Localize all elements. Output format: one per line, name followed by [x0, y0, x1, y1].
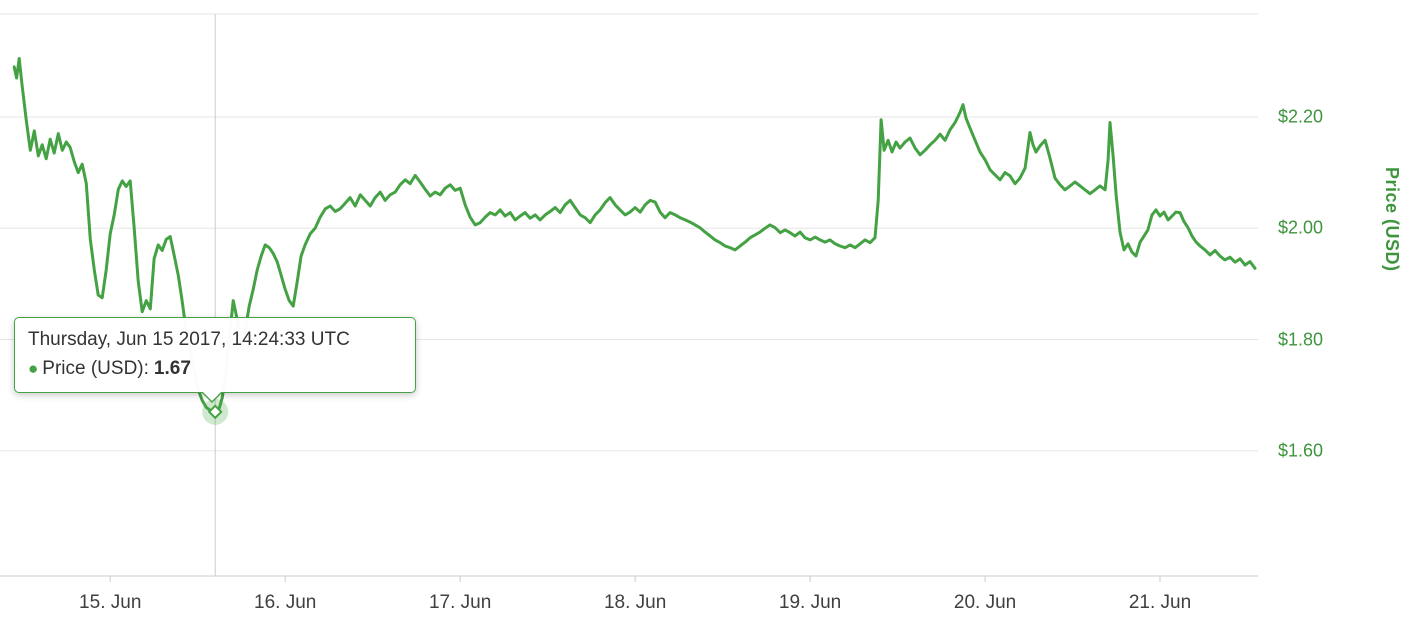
- x-tick-label: 15. Jun: [79, 592, 142, 613]
- y-tick-label: $2.20: [1278, 106, 1324, 127]
- x-tick-label: 21. Jun: [1128, 592, 1192, 613]
- x-tick-label: 17. Jun: [428, 592, 492, 613]
- tooltip-datetime: Thursday, Jun 15 2017, 14:24:33 UTC: [28, 329, 350, 350]
- y-axis-title: Price (USD): [1382, 167, 1402, 272]
- series-bullet-icon: ●: [28, 359, 39, 378]
- chart-tooltip: Thursday, Jun 15 2017, 14:24:33 UTC ● Pri…: [14, 317, 416, 403]
- y-tick-label: $1.80: [1278, 329, 1324, 349]
- x-tick-label: 20. Jun: [953, 592, 1017, 613]
- tooltip-price-value: 1.67: [153, 358, 191, 379]
- x-tick-label: 16. Jun: [254, 592, 317, 613]
- point-marker-diamond[interactable]: [207, 404, 223, 420]
- x-tick-label: 18. Jun: [603, 592, 667, 613]
- tooltip-arrow-fill: [202, 391, 222, 401]
- tooltip-price-row: ● Price (USD): 1.67: [28, 358, 400, 380]
- x-tick-label: 19. Jun: [778, 592, 842, 613]
- tooltip-series-label: Price (USD):: [42, 358, 149, 379]
- y-tick-label: $2.00: [1278, 217, 1324, 238]
- y-tick-label: $1.60: [1278, 440, 1324, 461]
